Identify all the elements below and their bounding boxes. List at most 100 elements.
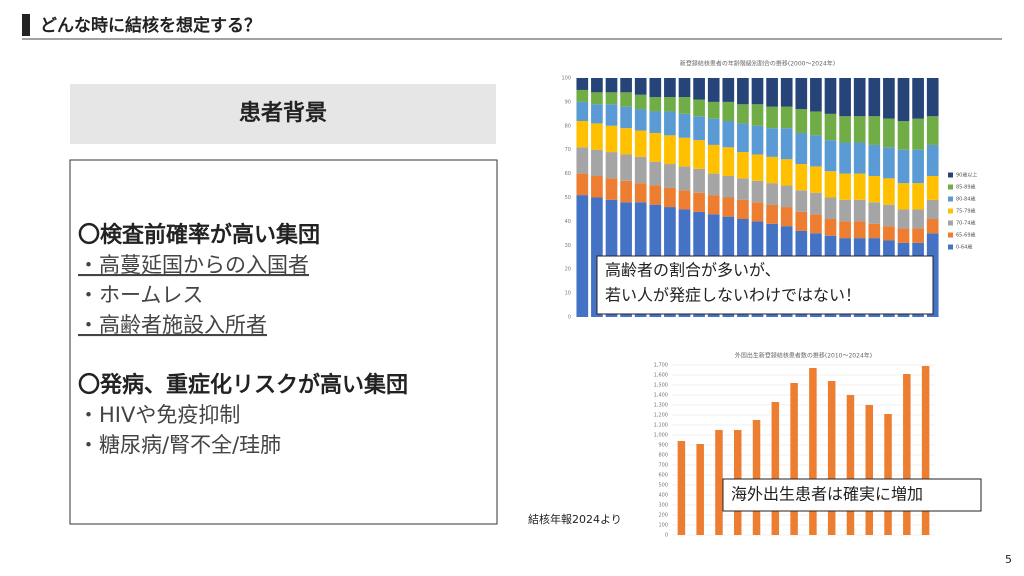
bar-segment <box>868 175 881 203</box>
bar-segment <box>591 123 603 150</box>
y-tick-label: 400 <box>658 493 668 499</box>
bar-segment <box>707 144 720 174</box>
bar-segment <box>722 121 735 148</box>
bar-segment <box>722 175 735 198</box>
y-tick-label: 1,300 <box>654 403 668 409</box>
list-item: ・HIVや免疫抑制 <box>78 403 240 427</box>
bar-segment <box>912 78 924 119</box>
list-item: ・高蔓延国からの入国者 <box>78 253 309 277</box>
bar-segment <box>810 135 822 167</box>
bar-segment <box>766 78 778 107</box>
y-tick-label: 100 <box>658 523 668 529</box>
bar-segment <box>839 116 851 143</box>
bar-segment <box>766 183 778 205</box>
bar <box>696 444 704 535</box>
bar-segment <box>824 140 837 172</box>
bar-segment <box>824 171 837 198</box>
bar-segment <box>722 101 735 122</box>
bar-segment <box>926 78 939 117</box>
bar-segment <box>649 97 662 112</box>
bar-segment <box>591 78 603 93</box>
bar-segment <box>678 190 691 210</box>
bar-segment <box>693 99 705 117</box>
bar <box>827 381 836 535</box>
bar-segment <box>693 78 705 100</box>
bar-segment <box>634 130 647 157</box>
bar-segment <box>897 78 910 122</box>
bar-segment <box>634 156 647 184</box>
bar-segment <box>912 228 924 243</box>
bar-segment <box>693 192 705 212</box>
content-box <box>69 159 498 525</box>
bar-segment <box>751 125 764 155</box>
bar-segment <box>839 221 851 239</box>
bar-segment <box>591 175 603 198</box>
page-number: 5 <box>1005 553 1012 566</box>
group-heading: 〇発病、重症化リスクが高い集団 <box>78 372 408 398</box>
bar-segment <box>664 135 676 165</box>
bar <box>846 395 855 535</box>
bar-segment <box>678 97 691 114</box>
y-tick-label: 200 <box>658 513 668 519</box>
bar-segment <box>605 78 618 93</box>
legend-label: 90歳以上 <box>956 172 977 179</box>
y-tick-label: 700 <box>658 463 668 469</box>
source: 結核年報2024より <box>528 512 622 526</box>
y-tick-label: 70 <box>565 147 571 153</box>
y-tick-label: 0 <box>568 315 571 321</box>
bar-segment <box>620 154 632 181</box>
bar-segment <box>634 183 647 203</box>
y-tick-label: 1,600 <box>654 373 668 379</box>
bar-segment <box>912 183 924 210</box>
bar-segment <box>620 106 632 129</box>
legend-label: 0-64歳 <box>956 244 972 251</box>
bar-segment <box>853 221 866 239</box>
box-header: 患者背景 <box>239 100 327 126</box>
bar-segment <box>868 78 881 117</box>
bar-segment <box>912 149 924 184</box>
bar-segment <box>795 164 808 191</box>
bar-segment <box>605 178 618 200</box>
bar-segment <box>576 89 589 102</box>
legend-label: 75-79歳 <box>956 208 976 215</box>
bar-segment <box>737 104 749 124</box>
bar <box>715 430 723 535</box>
bar-segment <box>664 111 676 136</box>
bar-segment <box>839 173 851 200</box>
bar-segment <box>722 147 735 176</box>
bar <box>809 368 817 535</box>
bar-segment <box>868 223 881 239</box>
bar-segment <box>868 144 881 176</box>
bar <box>771 402 780 535</box>
legend-label: 85-89歳 <box>956 184 976 191</box>
bar-segment <box>678 113 691 138</box>
annotation-text: 高齢者の割合が多いが、 <box>605 261 781 280</box>
bar-segment <box>751 180 764 203</box>
bar-segment <box>795 190 808 212</box>
legend-swatch <box>948 208 953 214</box>
legend-swatch <box>948 244 953 250</box>
list-item: ・高齢者施設入所者 <box>78 313 267 337</box>
bar-segment <box>839 142 851 174</box>
y-tick-label: 30 <box>565 243 571 249</box>
bar-segment <box>883 78 895 119</box>
legend-swatch <box>948 220 953 226</box>
legend-swatch <box>948 232 953 238</box>
bar-segment <box>605 152 618 179</box>
bar-segment <box>649 161 662 186</box>
y-tick-label: 1,400 <box>654 393 668 399</box>
legend-label: 80-84歳 <box>956 196 976 203</box>
title-marker <box>22 14 30 36</box>
bar-segment <box>576 78 589 90</box>
bar-segment <box>839 78 851 117</box>
y-tick-label: 1,100 <box>654 423 668 429</box>
y-tick-label: 0 <box>665 533 668 539</box>
bar-segment <box>780 159 793 186</box>
y-tick-label: 500 <box>658 483 668 489</box>
y-tick-label: 80 <box>565 123 571 129</box>
bar-segment <box>634 109 647 131</box>
bar-segment <box>810 214 822 234</box>
y-tick-label: 60 <box>565 171 571 177</box>
bar-segment <box>693 168 705 193</box>
